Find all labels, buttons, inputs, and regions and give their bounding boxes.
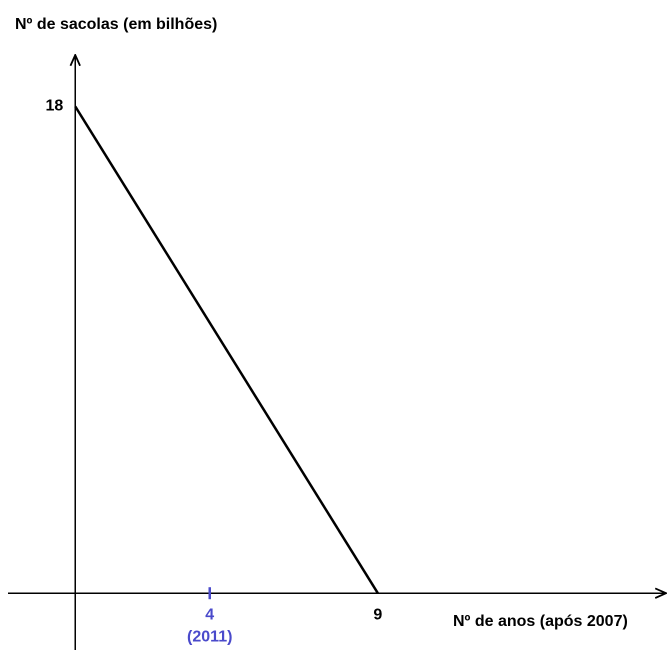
- y-tick-label: 18: [45, 98, 63, 115]
- y-axis-label: Nº de sacolas (em bilhões): [15, 16, 217, 33]
- x-tick-label: 9: [373, 606, 382, 623]
- highlight-label: (2011): [187, 628, 232, 645]
- x-tick-label: 4: [205, 606, 214, 623]
- data-line: [74, 105, 379, 594]
- x-axis-label: Nº de anos (após 2007): [453, 613, 628, 630]
